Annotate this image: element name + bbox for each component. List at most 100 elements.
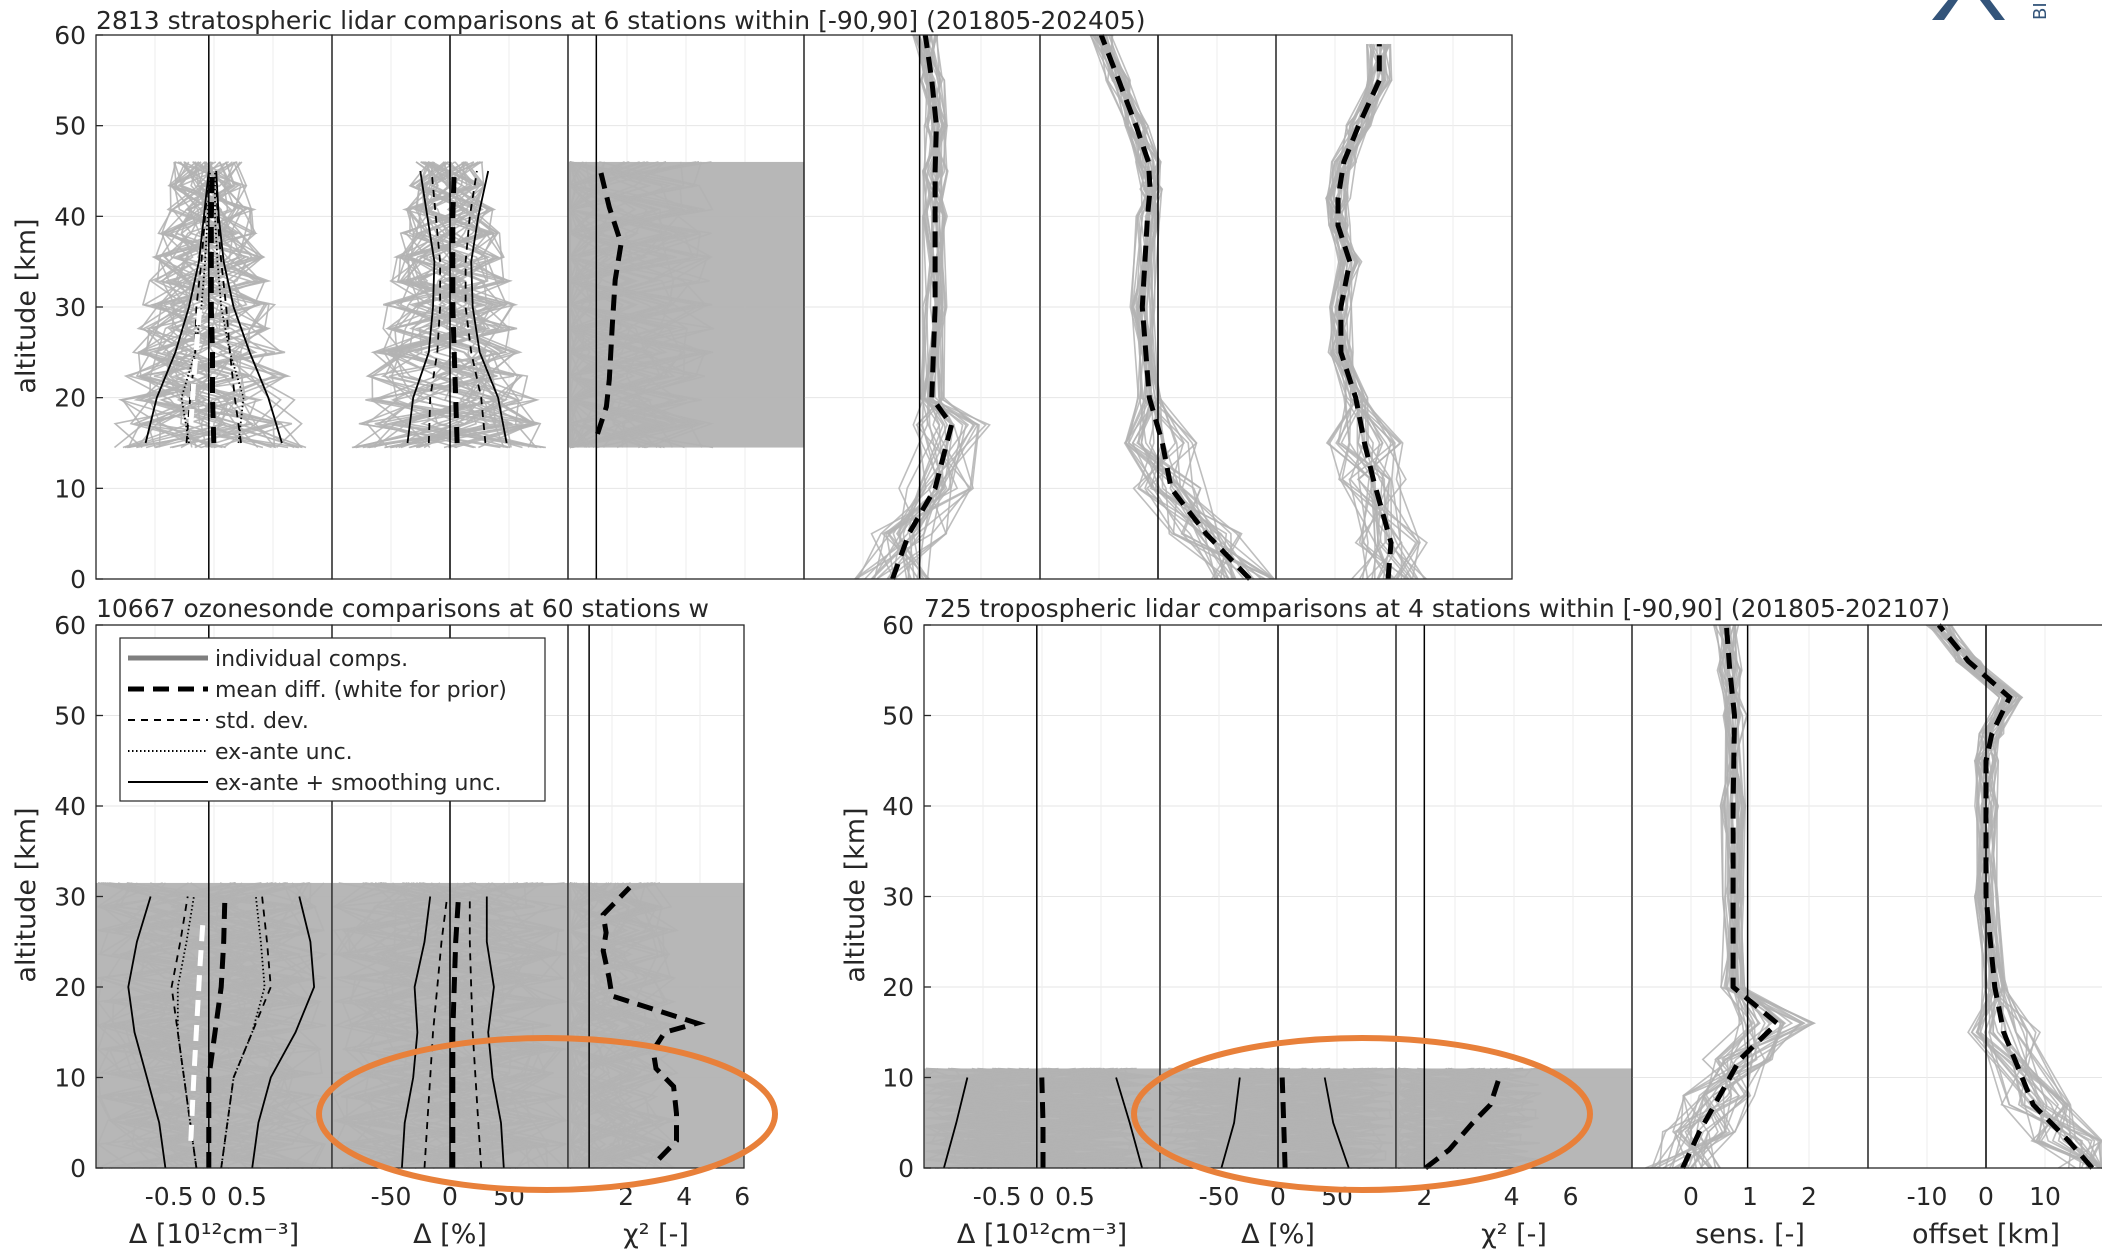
series-line — [595, 170, 624, 435]
xtick-label: 4 — [676, 1182, 692, 1211]
series-line — [215, 170, 283, 444]
individual-comp-line — [925, 1067, 1136, 1169]
individual-comp-line — [389, 161, 520, 449]
strat-panel-res — [1275, 34, 1513, 580]
xtick-label: 0.5 — [227, 1182, 267, 1211]
individual-comp-line — [567, 882, 653, 1168]
individual-comp-line — [146, 161, 258, 448]
xlabel: offset [km] — [1912, 1219, 2060, 1250]
trop-panel-sens: 0 1 2 sens. [-] — [1631, 624, 1869, 1250]
individual-comp-line — [569, 161, 653, 449]
individual-comp-line — [348, 882, 558, 1169]
xtick-label: 4 — [1504, 1182, 1520, 1211]
individual-comp-line — [1161, 1067, 1387, 1169]
individual-comp-line — [363, 882, 568, 1169]
individual-comp-line — [357, 882, 547, 1169]
individual-comp-line — [886, 34, 948, 580]
highlight-ellipse-sonde — [316, 1035, 778, 1193]
xtick-label: -50 — [1199, 1182, 1240, 1211]
individual-comp-line — [1183, 1067, 1395, 1169]
ytick-label: 60 — [882, 611, 914, 640]
xtick-label: 1 — [1742, 1182, 1758, 1211]
legend-entry-mean: mean diff. (white for prior) — [215, 678, 507, 703]
individual-comp-line — [135, 161, 244, 449]
series-line — [1220, 1077, 1241, 1169]
logo-mark-icon — [1932, 0, 2005, 20]
individual-comp-line — [1099, 34, 1274, 580]
individual-comp-line — [937, 1067, 1153, 1169]
xtick-label: -0.5 — [145, 1182, 194, 1211]
series-line — [220, 896, 266, 1169]
individual-comp-line — [97, 882, 322, 1169]
ytick-label: 50 — [54, 112, 86, 141]
sonde-panel-rel: -50 0 50Δ [%] — [331, 624, 570, 1250]
trop-panel-chi: 2 4 6χ² [-] — [1394, 624, 1633, 1250]
ytick-label: 0 — [70, 565, 86, 594]
individual-comp-line — [108, 882, 312, 1169]
individual-comp-line — [1397, 1068, 1525, 1169]
legend-entry-std: std. dev. — [215, 709, 309, 734]
individual-comp-line — [179, 161, 276, 449]
individual-comp-line — [342, 882, 539, 1169]
ytick-label: 60 — [54, 21, 86, 50]
individual-comp-line — [387, 161, 494, 449]
series-line — [406, 170, 436, 444]
xlabel: Δ [%] — [413, 1219, 487, 1250]
individual-comp-line — [128, 161, 266, 449]
trop-title: 725 tropospheric lidar comparisons at 4 … — [924, 594, 1950, 623]
sonde-title: 10667 ozonesonde comparisons at 60 stati… — [96, 594, 709, 623]
individual-comp-line — [567, 161, 675, 449]
xtick-label: -50 — [371, 1182, 412, 1211]
individual-comp-line — [117, 882, 275, 1169]
individual-comp-line — [98, 882, 315, 1169]
ytick-label: 50 — [54, 702, 86, 731]
strat-panel-offset — [1039, 34, 1277, 581]
individual-comp-line — [377, 882, 567, 1169]
prior-line — [188, 306, 203, 426]
xlabel: Δ [10¹²cm⁻³] — [129, 1219, 299, 1250]
individual-comp-line — [145, 161, 270, 449]
xlabel: Δ [10¹²cm⁻³] — [957, 1219, 1127, 1250]
individual-comp-line — [1181, 1067, 1395, 1169]
individual-comp-line — [390, 161, 536, 449]
individual-comp-line — [567, 161, 683, 449]
series-line — [220, 896, 272, 1169]
xlabel: χ² [-] — [623, 1219, 689, 1250]
individual-comp-line — [131, 882, 319, 1169]
ytick-label: 10 — [54, 1064, 86, 1093]
series-line — [1423, 1076, 1502, 1170]
series-line — [464, 170, 487, 444]
xlabel: sens. [-] — [1695, 1219, 1805, 1250]
individual-comp-line — [1930, 624, 2096, 1169]
individual-comp-line — [127, 882, 304, 1169]
individual-comp-line — [1096, 34, 1275, 580]
individual-comp-line — [1397, 1067, 1540, 1169]
individual-comp-line — [568, 882, 669, 1169]
individual-comp-line — [1325, 44, 1376, 580]
individual-comp-line — [1167, 1067, 1377, 1169]
individual-comp-line — [334, 882, 569, 1169]
ytick-label: 10 — [882, 1064, 914, 1093]
individual-comp-line — [390, 161, 542, 449]
individual-comp-line — [567, 882, 677, 1169]
xtick-label: 2 — [618, 1182, 634, 1211]
individual-comp-line — [925, 1067, 1137, 1169]
individual-comp-line — [357, 161, 505, 449]
xtick-label: 0 — [442, 1182, 458, 1211]
strat-panel-sens — [803, 34, 1041, 580]
individual-comp-line — [870, 34, 964, 580]
individual-comp-line — [567, 161, 715, 448]
ytick-label: 40 — [882, 792, 914, 821]
xtick-label: 2 — [1801, 1182, 1817, 1211]
individual-comp-line — [365, 161, 505, 449]
individual-comp-line — [1397, 1067, 1538, 1169]
individual-comp-line — [1948, 624, 2102, 1169]
individual-comp-line — [96, 882, 313, 1169]
trop-panel-rel: -50 0 50Δ [%] — [1159, 624, 1397, 1250]
individual-comp-line — [162, 161, 296, 449]
trop-group: 725 tropospheric lidar comparisons at 4 … — [924, 594, 1950, 623]
individual-comp-line — [365, 161, 515, 449]
series-line — [600, 885, 706, 1161]
